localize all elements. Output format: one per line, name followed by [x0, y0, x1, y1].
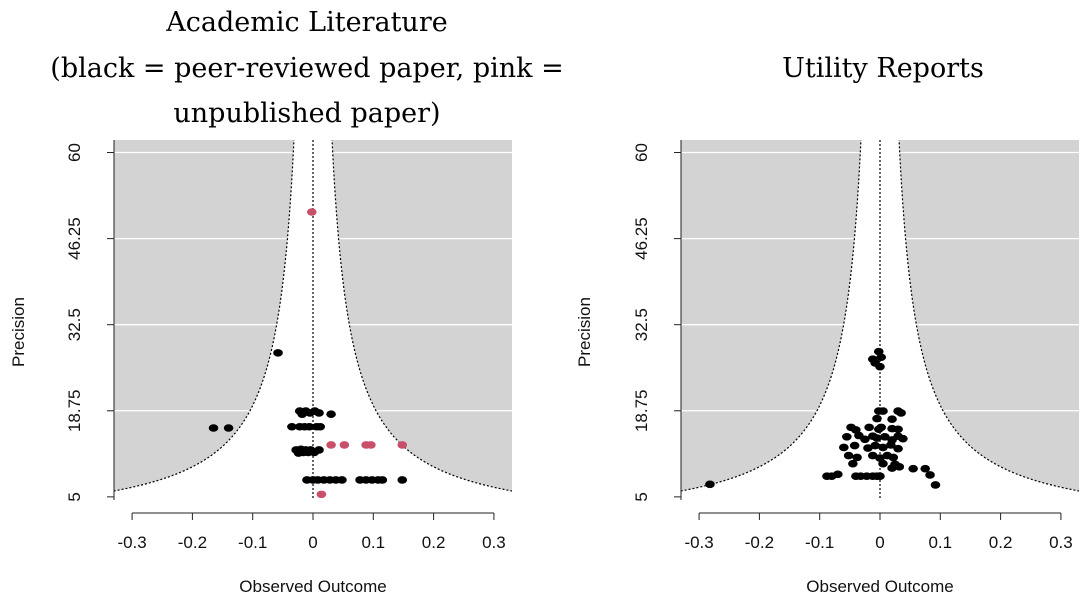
data-point: [844, 452, 854, 460]
chart-title-line: Academic Literature: [165, 7, 447, 38]
data-point: [397, 441, 407, 449]
data-point: [378, 476, 388, 484]
data-point: [887, 464, 897, 472]
data-point: [872, 415, 882, 423]
data-point: [224, 424, 234, 432]
data-point: [898, 435, 908, 443]
data-point: [314, 446, 324, 454]
x-axis-label: Observed Outcome: [239, 577, 386, 596]
y-tick-label: 18.75: [632, 390, 651, 433]
x-tick-label: 0.3: [1049, 533, 1073, 552]
x-tick-label: 0.2: [989, 533, 1013, 552]
chart-title-line: unpublished paper): [173, 98, 440, 129]
data-point: [314, 409, 324, 417]
x-tick-label: 0.3: [482, 533, 506, 552]
data-point: [893, 445, 903, 453]
data-point: [931, 481, 941, 489]
data-point: [326, 410, 336, 418]
data-point: [848, 460, 858, 468]
y-tick-label: 18.75: [65, 390, 84, 433]
y-axis-label: Precision: [9, 297, 28, 367]
data-point: [397, 476, 407, 484]
data-point: [833, 471, 843, 479]
data-point: [326, 441, 336, 449]
data-point: [908, 465, 918, 473]
x-axis-label: Observed Outcome: [806, 577, 953, 596]
data-point: [875, 363, 885, 371]
data-point: [340, 441, 350, 449]
data-point: [850, 442, 860, 450]
data-point: [307, 208, 317, 216]
data-point: [896, 409, 906, 417]
data-point: [878, 407, 888, 415]
x-tick-label: 0.1: [928, 533, 952, 552]
data-point: [705, 481, 715, 489]
x-tick-label: -0.3: [684, 533, 713, 552]
x-tick-label: 0.1: [361, 533, 385, 552]
data-point: [839, 444, 849, 452]
data-point: [893, 425, 903, 433]
data-point: [876, 353, 886, 361]
data-point: [876, 424, 886, 432]
data-point: [888, 454, 898, 462]
x-tick-label: 0.2: [422, 533, 446, 552]
data-point: [337, 476, 347, 484]
utility-reports-panel: Utility Reports -0.3 -0.2 -0.1 0 0.1 0.2 0.3 5 18…: [575, 53, 1086, 596]
data-point: [842, 433, 852, 441]
x-tick-label: -0.2: [745, 533, 774, 552]
chart-title-line: (black = peer-reviewed paper, pink =: [50, 53, 563, 84]
y-tick-label: 60: [65, 143, 84, 162]
data-point: [875, 472, 885, 480]
y-tick-label: 46.25: [65, 217, 84, 260]
x-tick-label: -0.3: [117, 533, 146, 552]
data-point: [878, 460, 888, 468]
data-point: [868, 355, 878, 363]
academic-literature-panel: Academic Literature (black = peer-reviewe…: [9, 7, 576, 596]
y-tick-label: 32.5: [65, 308, 84, 341]
data-point: [317, 491, 327, 499]
y-tick-label: 5: [632, 492, 651, 501]
x-tick-label: -0.2: [178, 533, 207, 552]
data-point: [273, 349, 283, 357]
data-point: [864, 424, 874, 432]
data-point: [366, 441, 376, 449]
x-tick-label: -0.1: [805, 533, 834, 552]
data-point: [887, 415, 897, 423]
y-tick-label: 32.5: [632, 308, 651, 341]
y-axis-label: Precision: [575, 297, 594, 367]
data-point: [209, 424, 219, 432]
x-tick-label: 0: [308, 533, 317, 552]
y-tick-label: 5: [65, 492, 84, 501]
y-tick-label: 46.25: [632, 217, 651, 260]
x-tick-label: -0.1: [238, 533, 267, 552]
data-point: [315, 423, 325, 431]
chart-title-line: Utility Reports: [782, 53, 984, 84]
data-point: [925, 471, 935, 479]
y-tick-label: 60: [632, 143, 651, 162]
x-tick-label: 0: [875, 533, 884, 552]
